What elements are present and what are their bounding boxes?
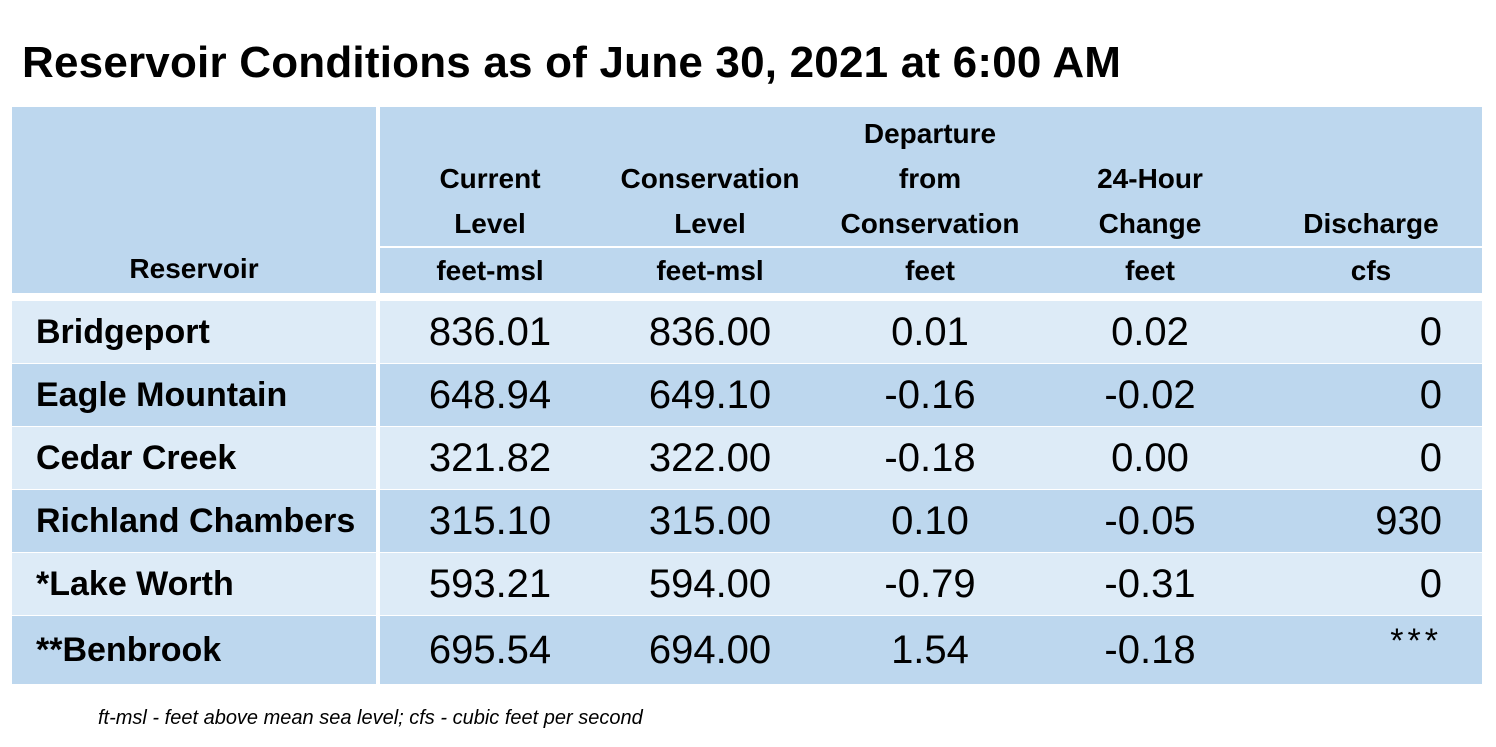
header-separator xyxy=(12,293,1482,301)
reservoir-name: Richland Chambers xyxy=(12,490,380,553)
header-reservoir-label: Reservoir xyxy=(129,253,259,284)
reservoir-table: Reservoir Current Level Conservation Lev… xyxy=(12,107,1482,685)
reservoir-name: *Lake Worth xyxy=(12,553,380,616)
24-hour-change: -0.18 xyxy=(1040,616,1260,685)
discharge: 0 xyxy=(1260,301,1482,364)
discharge: 0 xyxy=(1260,427,1482,490)
header-line: from xyxy=(898,163,962,194)
header-discharge: Discharge xyxy=(1260,107,1482,248)
departure: 1.54 xyxy=(820,616,1040,685)
header-line: Departure xyxy=(863,118,997,149)
table-row: Cedar Creek 321.82 322.00 -0.18 0.00 0 xyxy=(12,427,1482,490)
discharge: 930 xyxy=(1260,490,1482,553)
24-hour-change: -0.31 xyxy=(1040,553,1260,616)
header-line: Level xyxy=(454,208,526,239)
unit-conservation: feet-msl xyxy=(600,248,820,293)
reservoir-name: **Benbrook xyxy=(12,616,380,685)
departure: -0.18 xyxy=(820,427,1040,490)
header-line: Conservation xyxy=(840,208,1020,239)
24-hour-change: 0.00 xyxy=(1040,427,1260,490)
header-row: Reservoir Current Level Conservation Lev… xyxy=(12,107,1482,293)
table-row: Eagle Mountain 648.94 649.10 -0.16 -0.02… xyxy=(12,364,1482,427)
header-current-level: Current Level xyxy=(380,107,600,248)
current-level: 315.10 xyxy=(380,490,600,553)
header-line: Conservation xyxy=(620,163,800,194)
unit-change: feet xyxy=(1040,248,1260,293)
units-row: feet-msl feet-msl feet feet cfs xyxy=(12,248,1482,293)
header-24-hour-change: 24-Hour Change xyxy=(1040,107,1260,248)
discharge: 0 xyxy=(1260,364,1482,427)
conservation-level: 649.10 xyxy=(600,364,820,427)
page-title: Reservoir Conditions as of June 30, 2021… xyxy=(22,38,1122,87)
departure: 0.10 xyxy=(820,490,1040,553)
conservation-level: 694.00 xyxy=(600,616,820,685)
reservoir-name: Cedar Creek xyxy=(12,427,380,490)
header-line: Level xyxy=(674,208,746,239)
current-level: 836.01 xyxy=(380,301,600,364)
unit-current: feet-msl xyxy=(380,248,600,293)
departure: 0.01 xyxy=(820,301,1040,364)
current-level: 695.54 xyxy=(380,616,600,685)
departure: -0.16 xyxy=(820,364,1040,427)
discharge: *** xyxy=(1260,616,1482,685)
departure: -0.79 xyxy=(820,553,1040,616)
unit-discharge: cfs xyxy=(1260,248,1482,293)
header-line: 24-Hour xyxy=(1097,163,1203,194)
24-hour-change: 0.02 xyxy=(1040,301,1260,364)
header-departure: Departure from Conservation xyxy=(820,107,1040,248)
table-row: *Lake Worth 593.21 594.00 -0.79 -0.31 0 xyxy=(12,553,1482,616)
current-level: 593.21 xyxy=(380,553,600,616)
24-hour-change: -0.02 xyxy=(1040,364,1260,427)
reservoir-name: Eagle Mountain xyxy=(12,364,380,427)
footnote: ft-msl - feet above mean sea level; cfs … xyxy=(98,707,643,729)
conservation-level: 594.00 xyxy=(600,553,820,616)
discharge: 0 xyxy=(1260,553,1482,616)
table-row: Richland Chambers 315.10 315.00 0.10 -0.… xyxy=(12,490,1482,553)
24-hour-change: -0.05 xyxy=(1040,490,1260,553)
unit-departure: feet xyxy=(820,248,1040,293)
table-row: Bridgeport 836.01 836.00 0.01 0.02 0 xyxy=(12,301,1482,364)
current-level: 648.94 xyxy=(380,364,600,427)
reservoir-name: Bridgeport xyxy=(12,301,380,364)
header-line: Discharge xyxy=(1303,208,1439,239)
header-line: Change xyxy=(1098,208,1202,239)
conservation-level: 322.00 xyxy=(600,427,820,490)
header-conservation-level: Conservation Level xyxy=(600,107,820,248)
conservation-level: 315.00 xyxy=(600,490,820,553)
header-line: Current xyxy=(439,163,541,194)
current-level: 321.82 xyxy=(380,427,600,490)
header-reservoir: Reservoir xyxy=(12,107,380,293)
conservation-level: 836.00 xyxy=(600,301,820,364)
table-row: **Benbrook 695.54 694.00 1.54 -0.18 *** xyxy=(12,616,1482,685)
